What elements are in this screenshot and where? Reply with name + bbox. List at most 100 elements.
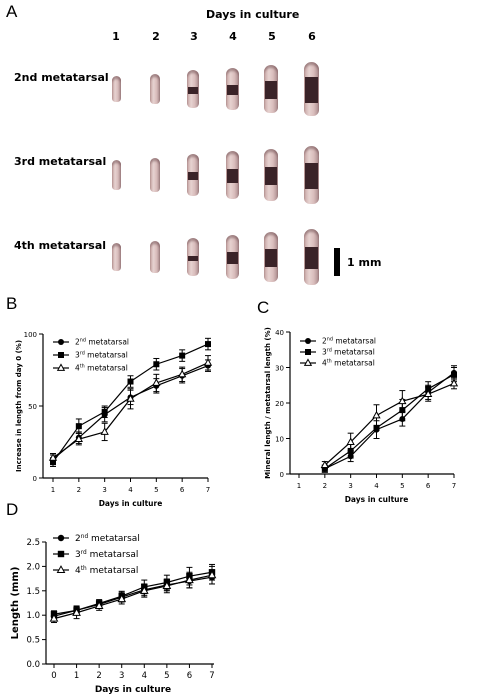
panel-c-letter: C [257,298,270,317]
mineralized-zone [226,85,238,95]
y-tick-label: 100 [24,331,37,339]
chart-d-absolute-length: 0.0 0.5 1.0 1.5 2.0 2.5 0 1 2 3 4 5 6 7 Days in cultur… [10,534,217,695]
data-point [117,594,127,603]
data-point [127,378,134,385]
legend-label: 2nd metatarsal [75,338,129,347]
metatarsal-bone-image [150,74,160,104]
x-tick-label: 5 [154,486,158,494]
data-point [203,358,213,366]
chart-c-mineral-length: 0 10 20 30 40 1 2 3 4 5 6 7 Days in culture Mineral l… [264,327,459,504]
series-line [324,374,455,470]
mineralized-zone [226,252,238,264]
x-tick-label: 3 [119,671,124,681]
x-tick-label: 3 [102,486,106,494]
legend-label: 3rd metatarsal [322,348,375,357]
x-axis-label: Days in culture [95,685,171,695]
metatarsal-bone-image [150,241,160,273]
row-label-2nd-metatarsal: 2nd metatarsal [14,71,109,84]
metatarsal-bone-image [303,146,319,204]
metatarsal-bone-image [264,232,278,282]
x-tick-label: 6 [180,486,185,494]
mineralized-zone [226,169,238,183]
mineralized-zone [304,163,318,189]
data-point [373,424,380,431]
day-label-5: 5 [268,30,276,43]
data-point [449,378,459,387]
mineralized-zone [265,249,277,267]
series-line [324,372,455,470]
row-label-3rd-metatarsal: 3rd metatarsal [14,155,107,168]
data-point [398,396,407,405]
metatarsal-bone-image [264,149,278,201]
x-tick-label: 7 [206,486,210,494]
data-point [162,581,172,589]
x-tick-label: 7 [452,482,456,490]
legend-label: 3rd metatarsal [75,351,128,360]
x-tick-label: 4 [128,486,133,494]
y-tick-label: 20 [275,400,284,408]
x-tick-label: 4 [374,482,379,490]
data-point [48,453,58,461]
y-tick-label: 2.0 [26,562,40,572]
y-tick-label: 30 [275,365,284,373]
mineralized-zone [188,255,198,261]
data-point [100,427,109,435]
legend-label: 3rd metatarsal [75,550,138,560]
legend-marker [57,550,65,558]
day-label-2: 2 [152,30,160,43]
data-point [152,378,161,386]
metatarsal-bone-image [225,68,239,110]
panel-d-letter: D [6,500,19,519]
series-line [53,571,213,615]
day-label-3: 3 [190,30,198,43]
y-tick-label: 0.5 [26,636,40,646]
mineralized-zone [265,81,277,99]
metatarsal-bone-image [150,158,160,192]
day-label-6: 6 [308,30,316,43]
legend-label: 2nd metatarsal [75,534,140,544]
data-point [74,434,83,443]
data-point [126,394,135,402]
chart-b-length-increase: 0 50 100 1 2 3 4 5 6 7 Days in culture Increase in … [15,331,213,508]
x-tick-label: 1 [74,671,79,681]
x-tick-label: 4 [142,671,147,681]
legend-label: 4th metatarsal [322,359,375,368]
panel-b-letter: B [6,294,18,313]
legend-marker [56,363,66,371]
data-point [178,369,187,378]
mineralized-zone [188,86,198,94]
panel-a-letter: A [6,2,18,21]
data-point [94,601,104,609]
data-point [451,371,457,378]
mineralized-zone [188,172,198,180]
data-point [139,585,149,594]
x-tick-label: 2 [323,482,327,490]
x-axis-label: Days in culture [99,499,163,508]
x-tick-label: 5 [400,482,404,490]
legend-marker [305,349,311,355]
metatarsal-bone-image [187,70,199,108]
legend-label: 2nd metatarsal [322,337,376,346]
x-tick-label: 2 [96,671,101,681]
x-tick-label: 1 [51,486,55,494]
scale-bar [334,248,340,276]
y-axis-label: Length (mm) [10,567,21,640]
data-point [75,423,82,430]
scale-bar-label: 1 mm [347,256,382,269]
data-point [101,408,108,415]
y-tick-label: 50 [28,403,37,411]
x-tick-label: 5 [164,671,169,681]
y-tick-label: 40 [275,329,284,337]
metatarsal-bone-image [264,65,278,113]
metatarsal-bone-image [111,160,121,190]
metatarsal-bone-image [111,243,121,271]
x-tick-label: 1 [297,482,301,490]
legend-label: 4th metatarsal [75,566,138,576]
metatarsal-bone-image [303,229,319,285]
y-tick-label: 1.0 [26,611,40,621]
legend-label: 4th metatarsal [75,364,128,373]
mineralized-zone [265,167,277,185]
metatarsal-bone-image [225,235,239,279]
data-point [424,389,433,398]
data-point [179,352,186,359]
